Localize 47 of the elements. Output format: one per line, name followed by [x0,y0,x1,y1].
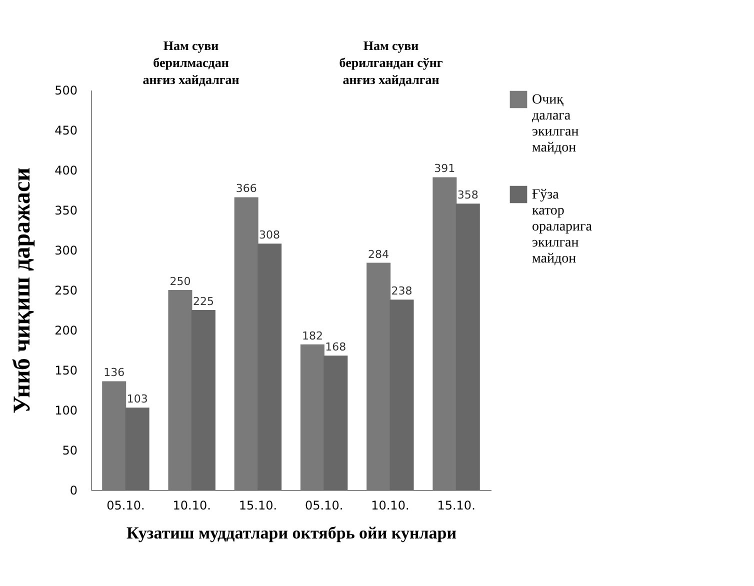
data-label: 358 [457,188,478,202]
data-label: 250 [170,275,191,288]
data-label: 308 [259,228,280,242]
legend-label: Очиқ далага экилган майдон [532,92,580,156]
y-tick-label: 200 [54,324,78,338]
data-label: 391 [434,162,456,176]
bar [390,300,414,490]
y-tick-label: 100 [54,404,78,418]
x-tick-label: 10.10. [172,498,211,512]
x-tick-label: 05.10. [106,498,145,512]
y-tick-label: 350 [54,204,78,218]
y-tick-label: 50 [62,444,78,458]
bar [125,408,150,490]
y-tick-label: 150 [54,364,78,378]
data-label: 136 [104,366,125,380]
y-tick-label: 250 [54,284,78,298]
bar [234,197,258,490]
bar [366,262,391,490]
y-tick-label: 400 [54,164,78,178]
y-tick-label: 450 [54,124,78,138]
text: Нам суви берилмасдан анғиз хайдалган [142,38,240,87]
data-label: 225 [192,295,214,308]
bar [191,310,216,490]
x-axis-title: Кузатиш муддатлари октябрь ойи кунлари [126,524,457,542]
x-tick-label: 15.10. [437,498,476,512]
data-label: 182 [302,329,323,342]
bar [102,381,126,490]
y-tick-label: 300 [54,244,78,258]
bar [258,244,282,490]
x-tick-label: 05.10. [304,498,344,512]
text: Нам суви берилгандан сўнг анғиз хайдалган [339,38,443,87]
bar [168,290,192,490]
x-tick-label: 10.10. [371,498,410,512]
bar [300,344,324,490]
data-label: 168 [325,340,346,354]
x-tick-label: 15.10. [238,498,278,512]
bar [324,356,348,490]
data-label: 238 [391,284,412,298]
bar [456,204,480,490]
y-axis-title: Униб чиқиш даражаси [10,167,36,414]
data-label: 366 [236,182,257,196]
y-tick-label: 0 [70,484,78,498]
bar [432,177,457,490]
y-tick-label: 500 [54,84,78,98]
data-label: 103 [126,392,148,406]
data-label: 284 [368,248,390,261]
legend-label: Ғўза катор ораларига экилган майдон [532,188,593,266]
